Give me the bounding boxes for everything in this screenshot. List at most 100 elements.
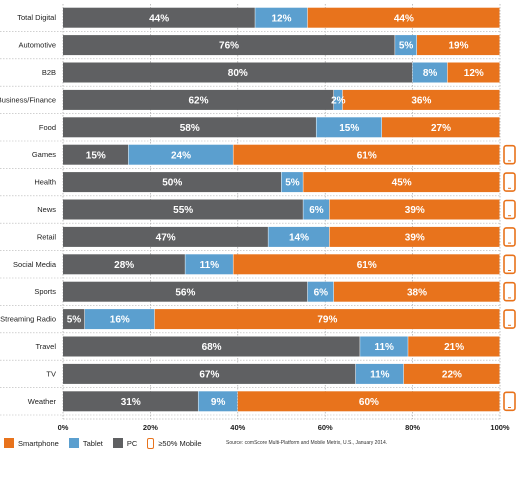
category-label-games: Games (32, 150, 56, 159)
data-label-pc-business-finance: 62% (188, 96, 208, 107)
x-tick-label: 20% (143, 423, 158, 432)
data-label-tablet-retail: 14% (289, 233, 309, 244)
x-tick-label: 60% (318, 423, 333, 432)
data-label-tablet-tv: 11% (370, 370, 390, 381)
bar-smartphone-total-digital (307, 7, 500, 28)
bar-tablet-streaming-radio (84, 309, 155, 330)
tablet-swatch (68, 438, 79, 448)
data-label-smartphone-b2b: 12% (464, 68, 484, 79)
bar-smartphone-business-finance (342, 89, 500, 110)
data-label-tablet-health: 5% (285, 178, 300, 189)
phone-icon (503, 227, 516, 247)
data-label-tablet-social-media: 11% (200, 260, 220, 271)
data-label-smartphone-automotive: 19% (448, 41, 468, 52)
data-label-pc-tv: 67% (199, 370, 219, 381)
category-label-retail: Retail (37, 232, 57, 241)
legend-pc-label: PC (126, 438, 138, 448)
bar-tablet-automotive (395, 35, 417, 56)
bar-smartphone-tv (403, 363, 500, 384)
legend-tablet: Tablet (68, 438, 103, 448)
data-label-smartphone-total-digital: 44% (394, 13, 414, 24)
category-label-weather: Weather (28, 397, 57, 406)
category-label-total-digital: Total Digital (17, 13, 56, 22)
smartphone-swatch (4, 438, 14, 448)
legend-smartphone-label: Smartphone (18, 438, 59, 448)
legend-tablet-label: Tablet (82, 438, 103, 448)
data-label-tablet-games: 24% (171, 150, 191, 161)
data-label-pc-total-digital: 44% (149, 13, 169, 24)
bar-tablet-games (128, 144, 233, 165)
phone-icon (503, 281, 516, 302)
bar-smartphone-b2b (447, 62, 500, 83)
source-note: Source: comScore Multi-Platform and Mobi… (226, 440, 388, 446)
data-label-smartphone-health: 45% (392, 178, 412, 189)
data-label-smartphone-social-media: 61% (357, 260, 377, 271)
bars-layer (63, 7, 500, 412)
category-label-health: Health (34, 178, 56, 187)
data-label-pc-travel: 68% (202, 342, 222, 353)
legend-mobile: ≥50% Mobile (147, 437, 202, 449)
category-label-sports: Sports (34, 287, 56, 296)
bar-smartphone-retail (329, 226, 500, 247)
bar-pc-social-media (63, 254, 185, 275)
x-tick-label: 40% (230, 423, 245, 432)
phone-icon (147, 437, 155, 449)
bar-smartphone-automotive (416, 35, 500, 56)
category-label-news: News (37, 205, 56, 214)
bar-smartphone-social-media (233, 254, 500, 275)
x-axis-ticks: 0% 20% 40% 60% 80% 100% (58, 423, 510, 432)
bar-tablet-sports (307, 281, 334, 302)
data-label-pc-food: 58% (180, 123, 200, 134)
legend: Smartphone Tablet PC ≥50% Mobile (4, 436, 212, 450)
data-label-pc-games: 15% (86, 150, 106, 161)
data-label-tablet-weather: 9% (211, 397, 226, 408)
category-label-social-media: Social Media (13, 260, 57, 269)
bar-pc-sports (63, 281, 308, 302)
data-label-pc-sports: 56% (175, 287, 195, 298)
data-label-smartphone-food: 27% (431, 123, 451, 134)
data-label-tablet-streaming-radio: 16% (110, 315, 130, 326)
phone-icon (503, 391, 516, 412)
phone-icon (503, 254, 516, 275)
data-label-tablet-news: 6% (309, 205, 324, 216)
bar-tablet-tv (355, 363, 404, 384)
data-label-tablet-food: 15% (339, 123, 359, 134)
bar-smartphone-news (329, 199, 500, 220)
category-label-tv: TV (46, 369, 56, 378)
x-tick-label: 80% (405, 423, 420, 432)
bar-pc-automotive (63, 35, 395, 56)
data-label-pc-automotive: 76% (219, 41, 239, 52)
data-label-pc-health: 50% (162, 178, 182, 189)
bar-pc-news (63, 199, 303, 220)
bar-tablet-business-finance (333, 89, 343, 110)
bar-smartphone-weather (237, 391, 500, 412)
category-label-business-finance: Business/Finance (0, 95, 56, 104)
bar-pc-total-digital (63, 7, 255, 28)
pc-swatch (112, 438, 123, 448)
data-label-smartphone-business-finance: 36% (411, 96, 431, 107)
data-label-pc-weather: 31% (121, 397, 141, 408)
bar-tablet-retail (268, 226, 330, 247)
bar-pc-business-finance (63, 89, 334, 110)
phone-icon (503, 144, 516, 165)
data-label-pc-retail: 47% (156, 233, 176, 244)
data-label-pc-news: 55% (173, 205, 193, 216)
data-label-tablet-travel: 11% (374, 342, 394, 353)
bar-tablet-total-digital (255, 7, 308, 28)
phone-icon (503, 199, 516, 220)
data-label-tablet-business-finance: 2% (331, 96, 346, 107)
x-tick-label: 0% (58, 423, 69, 432)
bar-smartphone-health (303, 172, 500, 193)
x-tick-label: 100% (490, 423, 510, 432)
bar-smartphone-streaming-radio (154, 309, 500, 330)
labels-layer: Total Digital 44% 12% 44% Automotive 76% 5% 19%… (0, 13, 484, 408)
data-label-smartphone-tv: 22% (442, 370, 462, 381)
data-label-smartphone-sports: 38% (407, 287, 427, 298)
bar-pc-games (63, 144, 129, 165)
legend-pc: PC (112, 438, 138, 448)
legend-smartphone: Smartphone (4, 438, 59, 448)
data-label-smartphone-games: 61% (357, 150, 377, 161)
bar-smartphone-sports (333, 281, 500, 302)
data-label-smartphone-weather: 60% (359, 397, 379, 408)
data-label-pc-social-media: 28% (114, 260, 134, 271)
